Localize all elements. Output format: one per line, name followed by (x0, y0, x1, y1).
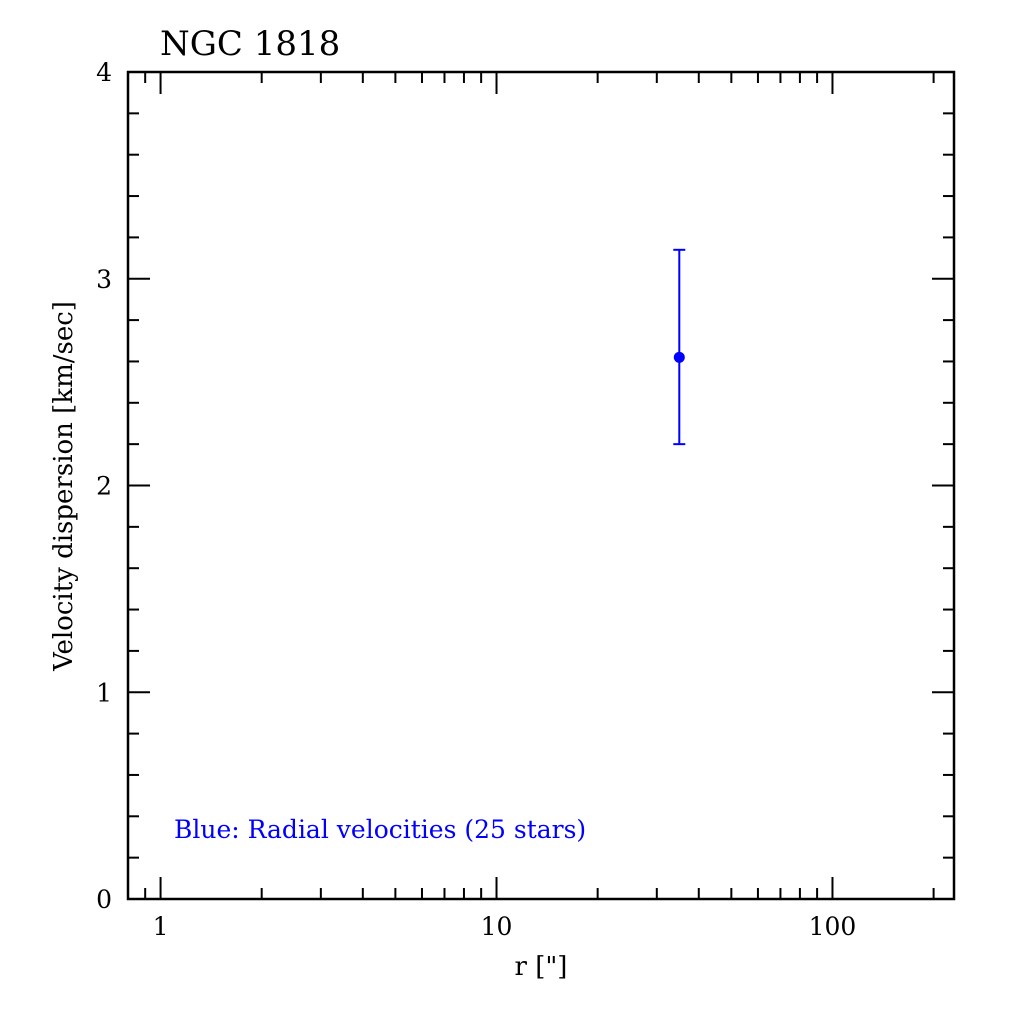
y-tick-label: 0 (96, 885, 112, 914)
y-tick-label: 1 (96, 678, 112, 707)
x-tick-label: 100 (809, 912, 857, 941)
data-point (673, 351, 685, 363)
chart-title: NGC 1818 (160, 24, 340, 64)
plot-frame (126, 70, 956, 901)
x-axis-label: r ["] (515, 952, 568, 982)
x-tick-label: 10 (481, 912, 513, 941)
x-tick-label: 1 (153, 912, 169, 941)
axis-ticks (127, 71, 954, 900)
y-tick-label: 4 (96, 58, 112, 87)
axis-tick-labels: 1 10 100 0 1 2 3 4 (96, 58, 856, 941)
data-marks (673, 248, 686, 446)
y-tick-label: 2 (96, 472, 112, 501)
y-axis-label: Velocity dispersion [km/sec] (49, 301, 79, 672)
y-tick-label: 3 (96, 265, 112, 294)
annotation-legend: Blue: Radial velocities (25 stars) (174, 815, 586, 844)
